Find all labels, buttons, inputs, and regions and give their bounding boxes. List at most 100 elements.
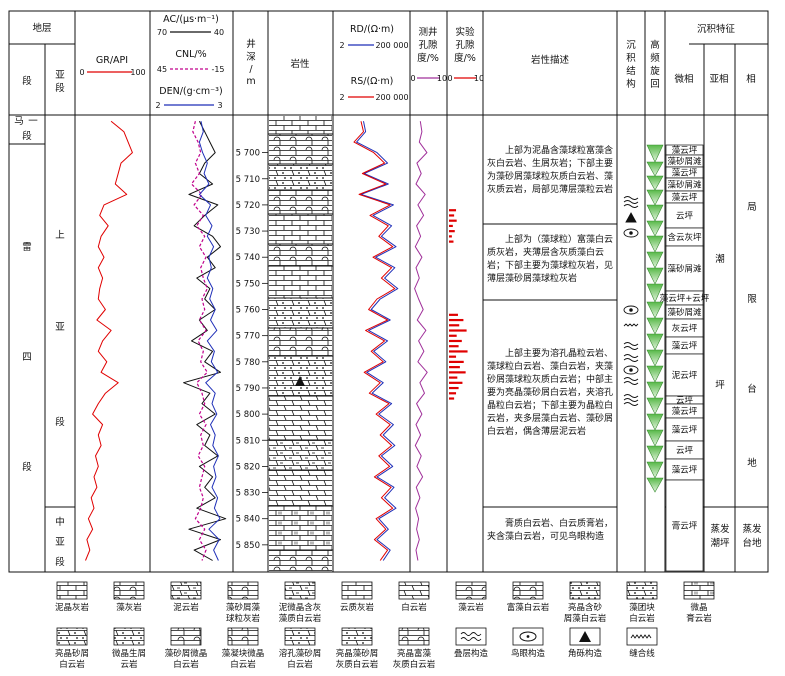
legend-swatch — [398, 581, 430, 600]
table-frame — [8, 10, 769, 573]
lab-porosity-bar — [449, 219, 457, 222]
depth-tick-label: 5 700 — [236, 149, 260, 159]
legend-swatch — [341, 581, 373, 600]
legend-item: 缝合线 — [626, 627, 658, 659]
cnl-title: CNL/% — [175, 49, 206, 60]
legend-label: 白云岩 — [629, 613, 655, 624]
cycle-triangle — [646, 381, 664, 399]
lab-porosity-bar — [449, 381, 463, 384]
legend-label: 微晶生屑 — [112, 648, 146, 659]
log-curves — [85, 120, 468, 561]
cycle-triangle — [646, 477, 664, 493]
depth-tick-label: 5 820 — [236, 462, 260, 472]
legend-swatch — [341, 627, 373, 646]
den-left: 2 — [155, 101, 160, 110]
legend-label: 泥云岩 — [173, 602, 199, 613]
lab-porosity-bar — [449, 318, 464, 322]
microfacies-label: 藻云坪+云坪 — [660, 293, 710, 304]
description-3: 上部主要为溶孔晶粒云岩、藻球粒白云岩、藻白云岩，夹藻砂屑藻球粒灰质白云岩；中部主… — [487, 349, 614, 437]
depth-tick-label: 5 830 — [236, 489, 260, 499]
cycle-title-1: 高 — [650, 39, 660, 51]
header-stratum: 地层 — [32, 22, 51, 34]
legend-label: 白云岩 — [173, 659, 199, 670]
legend-item: 角砾构造 — [568, 627, 602, 659]
ac-left: 70 — [157, 28, 167, 37]
facies-columns: 潮 坪 蒸发 潮坪 局 限 台 地 蒸发 台地 — [710, 202, 762, 549]
lab-porosity-bar — [449, 329, 467, 332]
lab-porosity-bar — [449, 334, 457, 337]
description-2: 上部为（藻球粒）富藻白云质灰岩，夹薄层含灰质藻白云岩；下部主要为藻球粒灰岩，见薄… — [487, 235, 614, 284]
legend-label: 灰质白云岩 — [336, 659, 379, 670]
stratigraphy: 马 一 段 雷 四 段 上 亚 段 中 亚 段 — [14, 116, 65, 568]
legend-swatch — [683, 581, 715, 600]
description-column: 上部为泥晶含藻球粒富藻含灰白云岩、生屑灰岩；下部主要为藻砂屑藻球粒灰质白云岩、藻… — [487, 146, 614, 542]
cycle-triangle — [646, 349, 664, 367]
cycle-triangle — [646, 220, 664, 237]
legend-label: 云质灰岩 — [340, 602, 375, 613]
lab-porosity-bar — [449, 230, 455, 233]
lab-porosity-bar — [449, 366, 460, 369]
cycle-triangle — [646, 461, 664, 479]
legend-label: 白云岩 — [230, 659, 256, 670]
microfacies-label: 藻云坪 — [672, 465, 698, 476]
lab-porosity-bar — [449, 224, 453, 228]
legend-item: 藻灰岩 — [113, 581, 145, 613]
depth-title-3: / — [249, 64, 253, 75]
legend-swatch — [56, 627, 88, 646]
cnl-right: -15 — [211, 65, 224, 74]
legend-label: 灰质白云岩 — [393, 659, 436, 670]
features-title: 沉积特征 — [697, 23, 736, 35]
sec2-char-3: 段 — [22, 461, 32, 473]
subfacies-lower-2: 潮坪 — [710, 537, 730, 549]
depth-tick-label: 5 770 — [236, 332, 260, 342]
structure-column — [623, 196, 639, 406]
cycle-triangle — [646, 317, 664, 335]
rs-min: 2 — [339, 93, 344, 102]
litho-layer — [269, 214, 332, 244]
legend-label: 泥晶灰岩 — [55, 602, 90, 613]
structure-title-2: 积 — [626, 52, 636, 64]
legend-swatch — [398, 627, 430, 646]
description-4: 膏质白云岩、白云质膏岩，夹含藻白云岩，可见鸟眼构造 — [487, 519, 614, 542]
stromatolite-icon — [623, 342, 639, 350]
legend-item: 泥晶灰岩 — [55, 581, 90, 613]
depth-tick-label: 5 760 — [236, 306, 260, 316]
litho-layer — [269, 116, 332, 134]
cycle-triangle — [646, 429, 664, 447]
facies-title: 相 — [746, 73, 756, 85]
lab-porosity-bar — [449, 324, 460, 327]
ac-title: AC/(μs·m⁻¹) — [163, 14, 219, 25]
microfacies-label: 膏云坪 — [672, 521, 698, 532]
birdseye-dot — [526, 635, 530, 638]
legend-label: 藻云岩 — [458, 602, 484, 613]
microfacies-label: 藻云坪 — [672, 406, 698, 417]
legend-swatch — [284, 581, 316, 600]
cycle-triangle — [646, 333, 664, 351]
logpor-title-3: 度/% — [417, 52, 439, 64]
labpor-max: 10 — [474, 74, 484, 83]
sec1-char-1: 马 — [14, 116, 24, 127]
depth-title-2: 深 — [246, 52, 256, 63]
legend-item: 叠层构造 — [454, 627, 488, 659]
rd-min: 2 — [339, 41, 344, 50]
legend-label: 藻砂屑微晶 — [165, 648, 208, 659]
legend-label: 藻砂屑藻 — [226, 602, 261, 613]
birdseye-icon — [623, 305, 639, 315]
cycle-triangle — [646, 204, 664, 222]
stromatolite-icon — [460, 632, 482, 641]
cycle-triangle — [646, 235, 664, 253]
depth-tick-label: 5 720 — [236, 201, 260, 211]
legend-swatch — [227, 627, 259, 646]
birdseye-icon — [623, 228, 639, 238]
litho-layer — [269, 506, 332, 550]
lab-porosity-bar — [449, 240, 454, 243]
legend-item: 云质灰岩 — [340, 581, 375, 613]
lab-porosity-bar — [449, 376, 458, 379]
legend-label: 藻质白云岩 — [279, 613, 322, 624]
gr-max: 100 — [130, 68, 145, 77]
lab-porosity-bar — [449, 360, 464, 364]
